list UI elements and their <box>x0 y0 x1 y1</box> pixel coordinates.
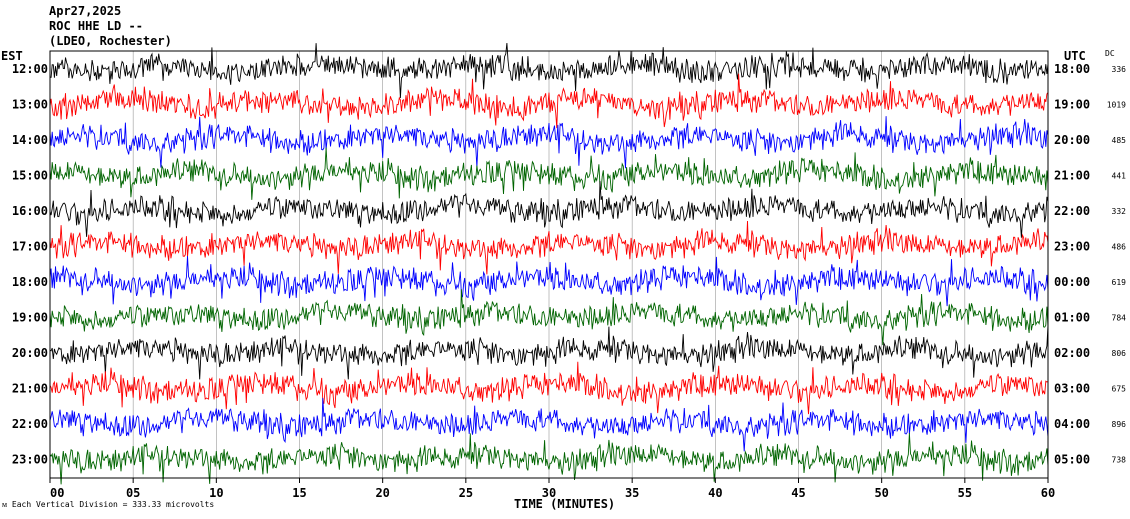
utc-hour-label: 18:00 <box>1054 62 1090 76</box>
x-tick-label: 00 <box>50 486 64 500</box>
est-hour-label: 16:00 <box>12 204 48 218</box>
est-hour-label: 12:00 <box>12 62 48 76</box>
utc-hour-label: 20:00 <box>1054 133 1090 147</box>
trace-row-1700 <box>49 220 1049 275</box>
dc-offset-label: 806 <box>1112 349 1127 358</box>
plot-date: Apr27,2025 <box>49 4 122 18</box>
x-tick-label: 35 <box>625 486 639 500</box>
network-name: (LDEO, Rochester) <box>49 34 172 48</box>
est-hour-label: 23:00 <box>12 453 48 467</box>
dc-offset-label: 485 <box>1112 136 1127 145</box>
est-hour-label: 17:00 <box>12 240 48 254</box>
trace-row-1800 <box>49 256 1049 307</box>
dc-offset-label: 336 <box>1112 65 1127 74</box>
vertical-scale-text: Each Vertical Division = 333.33 microvol… <box>11 500 215 509</box>
est-hour-label: 19:00 <box>12 311 48 325</box>
trace-row-2200 <box>49 397 1049 452</box>
est-axis-label: EST <box>1 49 23 63</box>
trace-row-1400 <box>49 116 1049 169</box>
x-tick-label: 10 <box>209 486 223 500</box>
utc-hour-label: 02:00 <box>1054 346 1090 360</box>
utc-hour-label: 22:00 <box>1054 204 1090 218</box>
est-hour-label: 21:00 <box>12 382 48 396</box>
dc-column-label: DC <box>1105 49 1115 58</box>
x-tick-label: 15 <box>292 486 306 500</box>
trace-row-1200 <box>49 42 1049 99</box>
x-tick-label: 40 <box>708 486 722 500</box>
dc-offset-label: 1019 <box>1107 101 1126 110</box>
utc-hour-label: 00:00 <box>1054 275 1090 289</box>
utc-hour-label: 03:00 <box>1054 382 1090 396</box>
trace-row-2300 <box>49 433 1049 485</box>
est-hour-label: 20:00 <box>12 346 48 360</box>
x-tick-label: 25 <box>459 486 473 500</box>
x-tick-label: 60 <box>1041 486 1055 500</box>
dc-offset-label: 619 <box>1112 278 1127 287</box>
utc-hour-label: 21:00 <box>1054 169 1090 183</box>
dc-offset-label: 441 <box>1112 172 1127 181</box>
plot-frame <box>49 50 1049 479</box>
x-tick-label: 45 <box>791 486 805 500</box>
utc-axis-label: UTC <box>1064 49 1086 63</box>
dc-offset-label: 675 <box>1112 385 1127 394</box>
trace-row-2100 <box>49 361 1049 415</box>
station-code: ROC HHE LD -- <box>49 19 143 33</box>
scale-icon: ᴍ <box>2 500 12 509</box>
vertical-scale-note: ᴍ Each Vertical Division = 333.33 microv… <box>2 500 214 509</box>
est-hour-label: 15:00 <box>12 169 48 183</box>
est-hour-label: 13:00 <box>12 98 48 112</box>
trace-row-1500 <box>49 147 1049 200</box>
trace-row-1900 <box>49 289 1049 346</box>
utc-hour-label: 04:00 <box>1054 417 1090 431</box>
utc-hour-label: 19:00 <box>1054 98 1090 112</box>
trace-row-1300 <box>49 73 1049 129</box>
x-tick-label: 20 <box>375 486 389 500</box>
est-hour-label: 18:00 <box>12 275 48 289</box>
trace-row-1600 <box>49 181 1049 238</box>
seismic-traces <box>49 42 1049 485</box>
x-tick-label: 55 <box>958 486 972 500</box>
utc-hour-label: 01:00 <box>1054 311 1090 325</box>
dc-offset-label: 486 <box>1112 243 1127 252</box>
utc-hour-label: 23:00 <box>1054 240 1090 254</box>
dc-offset-label: 896 <box>1112 420 1127 429</box>
est-hour-label: 22:00 <box>12 417 48 431</box>
x-axis-title: TIME (MINUTES) <box>514 497 615 511</box>
utc-hour-label: 05:00 <box>1054 453 1090 467</box>
x-tick-label: 50 <box>874 486 888 500</box>
trace-row-2000 <box>49 324 1049 380</box>
dc-offset-label: 332 <box>1112 207 1127 216</box>
x-tick-label: 05 <box>126 486 140 500</box>
est-hour-label: 14:00 <box>12 133 48 147</box>
x-tick-label: 30 <box>542 486 556 500</box>
dc-offset-label: 738 <box>1112 456 1127 465</box>
dc-offset-label: 784 <box>1112 314 1127 323</box>
